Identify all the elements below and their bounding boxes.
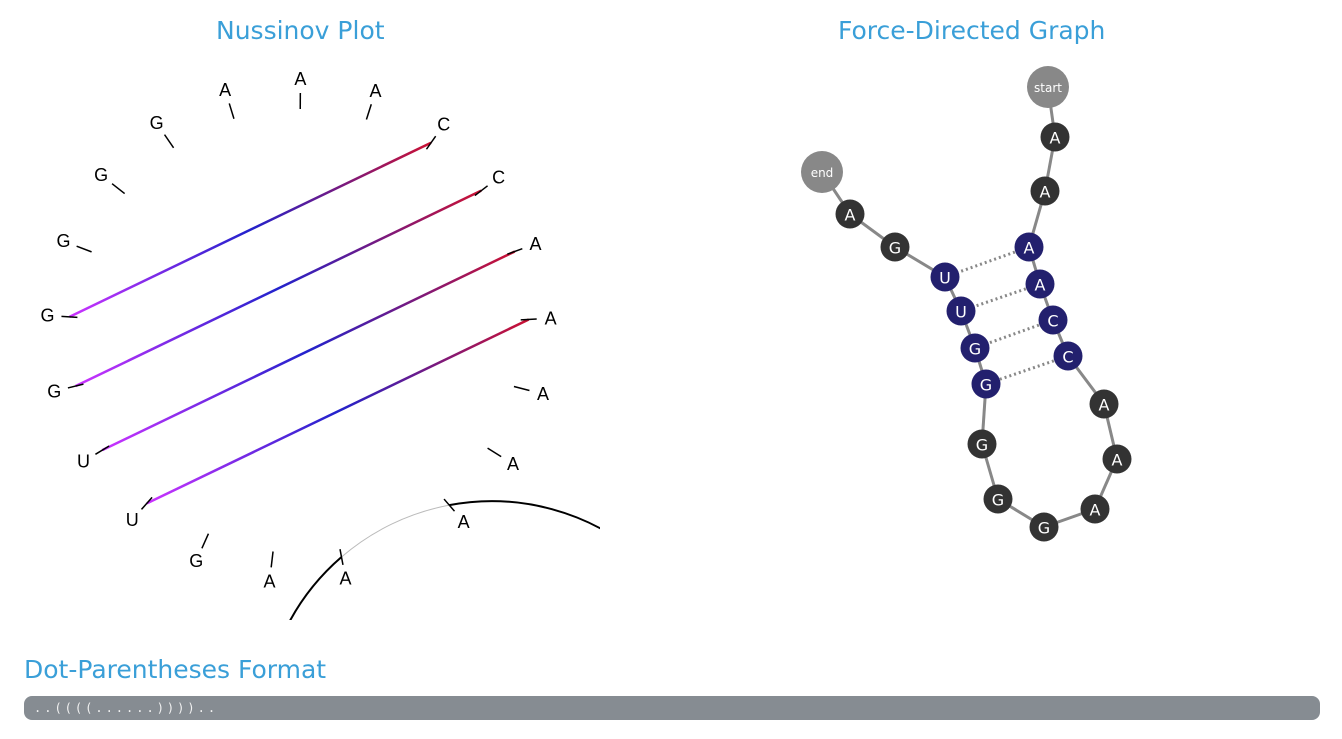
base-tick-9 [111, 183, 126, 195]
nucleotide-label-15: U [955, 303, 967, 322]
nussinov-plot: A A G U U G G G G G A A A C C A A A A A [40, 69, 600, 620]
pair-chord-3 [75, 189, 482, 388]
base-label-10: G [150, 113, 164, 133]
base-tick-19 [487, 447, 502, 458]
nucleotide-node-7 [1089, 389, 1119, 419]
pair-chord-4 [68, 141, 432, 319]
base-label-4: U [126, 510, 139, 530]
base-label-14: C [437, 115, 450, 135]
base-label-5: U [77, 452, 90, 472]
nucleotide-node-11 [983, 484, 1013, 514]
nucleotide-node-2 [1030, 176, 1060, 206]
base-label-6: G [47, 381, 61, 401]
base-tick-3 [201, 533, 210, 549]
dot-bracket-sequence: ..((((......)))).. [24, 696, 1320, 720]
base-label-15: C [492, 167, 505, 187]
nucleotide-label-3: A [1024, 239, 1035, 258]
nucleotide-node-12 [967, 429, 997, 459]
base-tick-5 [95, 445, 110, 455]
base-label-7: G [40, 306, 54, 326]
base-tick-10 [163, 134, 175, 149]
nucleotide-label-16: U [939, 269, 951, 288]
nucleotide-label-18: A [845, 206, 856, 225]
base-label-19: A [507, 454, 519, 474]
nucleotide-node-16 [930, 262, 960, 292]
nucleotide-label-5: C [1047, 312, 1058, 331]
base-tick-13 [365, 104, 373, 120]
nucleotide-node-8 [1102, 444, 1132, 474]
nucleotide-node-14 [960, 333, 990, 363]
base-label-16: A [529, 234, 541, 254]
base-label-8: G [57, 231, 71, 251]
nucleotide-label-8: A [1112, 451, 1123, 470]
nucleotide-node-5 [1038, 305, 1068, 335]
base-tick-17 [520, 318, 537, 321]
backbone-gap-arc [341, 504, 450, 558]
nucleotide-node-6 [1053, 341, 1083, 371]
nucleotide-label-9: A [1090, 501, 1101, 520]
force-directed-graph-title: Force-Directed Graph [838, 16, 1106, 45]
base-tick-6 [67, 383, 84, 389]
base-label-1: A [340, 569, 352, 589]
end-node-label: end [811, 166, 834, 180]
nucleotide-label-6: C [1062, 348, 1073, 367]
nucleotide-label-10: G [1038, 519, 1050, 538]
base-tick-8 [76, 245, 92, 253]
nucleotide-node-10 [1029, 512, 1059, 542]
base-tick-20 [443, 498, 456, 512]
nucleotide-label-12: G [976, 436, 988, 455]
dot-parentheses-title: Dot-Parentheses Format [24, 655, 327, 684]
base-tick-15 [474, 185, 489, 197]
base-tick-1 [339, 549, 344, 566]
base-tick-2 [270, 551, 274, 568]
nucleotide-label-4: A [1035, 276, 1046, 295]
base-label-20: A [458, 512, 470, 532]
base-tick-7 [61, 315, 78, 319]
pair-link-2 [960, 282, 1041, 313]
start-node [1027, 66, 1069, 108]
nucleotide-label-2: A [1040, 183, 1051, 202]
nucleotide-node-3 [1014, 232, 1044, 262]
base-tick-11 [228, 103, 235, 119]
pair-chord-1 [146, 318, 530, 505]
end-node [801, 151, 843, 193]
base-tick-16 [507, 247, 523, 255]
base-tick-14 [425, 135, 437, 150]
nucleotide-node-4 [1025, 269, 1055, 299]
base-label-9: G [94, 165, 108, 185]
nucleotide-node-15 [946, 296, 976, 326]
nucleotide-label-7: A [1099, 396, 1110, 415]
nucleotide-label-17: G [889, 239, 901, 258]
pair-link-3 [974, 318, 1054, 350]
pair-chord-2 [101, 250, 516, 452]
nucleotide-label-11: G [992, 491, 1004, 510]
nussinov-plot-title: Nussinov Plot [216, 16, 385, 45]
nucleotide-node-18 [835, 199, 865, 229]
nucleotide-node-1 [1040, 122, 1070, 152]
base-label-18: A [537, 384, 549, 404]
nucleotide-label-1: A [1050, 129, 1061, 148]
base-label-2: A [264, 571, 276, 591]
nucleotide-node-13 [971, 369, 1001, 399]
nucleotide-label-14: G [969, 340, 981, 359]
nucleotide-label-13: G [980, 376, 992, 395]
base-tick-18 [513, 385, 530, 392]
base-label-13: A [370, 81, 382, 101]
base-label-11: A [219, 80, 231, 100]
start-node-label: start [1034, 81, 1062, 95]
base-label-3: G [189, 551, 203, 571]
base-label-12: A [294, 69, 306, 89]
base-tick-4 [140, 496, 153, 510]
base-label-17: A [545, 308, 557, 328]
nucleotide-node-9 [1080, 494, 1110, 524]
nucleotide-node-17 [880, 232, 910, 262]
